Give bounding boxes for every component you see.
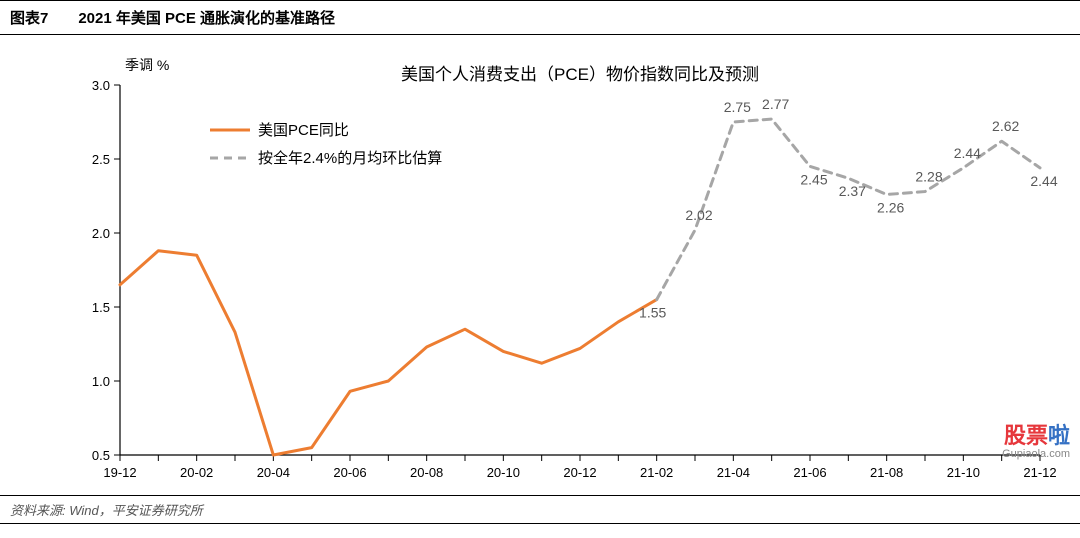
source-text: 资料来源: Wind，平安证券研究所: [10, 503, 203, 518]
svg-text:20-08: 20-08: [410, 465, 443, 480]
watermark: 股票啦 Gupiaola.com: [1002, 425, 1070, 460]
svg-text:美国个人消费支出（PCE）物价指数同比及预测: 美国个人消费支出（PCE）物价指数同比及预测: [401, 65, 759, 84]
svg-text:20-04: 20-04: [257, 465, 290, 480]
svg-text:2.26: 2.26: [877, 200, 904, 216]
svg-text:21-12: 21-12: [1023, 465, 1056, 480]
line-chart: 美国个人消费支出（PCE）物价指数同比及预测 季调 % 0.5 1.0 1.5 2.0 2.…: [0, 35, 1080, 495]
figure-header: 图表7 2021 年美国 PCE 通胀演化的基准路径: [0, 0, 1080, 35]
figure-footer: 资料来源: Wind，平安证券研究所: [0, 495, 1080, 524]
svg-text:1.55: 1.55: [639, 305, 666, 321]
svg-text:21-08: 21-08: [870, 465, 903, 480]
svg-text:2.5: 2.5: [92, 152, 110, 167]
svg-text:20-10: 20-10: [487, 465, 520, 480]
svg-text:1.5: 1.5: [92, 300, 110, 315]
chart-area: 美国个人消费支出（PCE）物价指数同比及预测 季调 % 0.5 1.0 1.5 2.0 2.…: [0, 35, 1080, 495]
svg-text:21-10: 21-10: [947, 465, 980, 480]
svg-text:21-02: 21-02: [640, 465, 673, 480]
svg-text:2.77: 2.77: [762, 96, 789, 112]
svg-text:1.0: 1.0: [92, 374, 110, 389]
svg-text:美国PCE同比: 美国PCE同比: [258, 122, 349, 139]
watermark-logo: 股票啦: [1002, 425, 1070, 447]
svg-text:21-04: 21-04: [717, 465, 750, 480]
svg-text:2.44: 2.44: [1030, 173, 1057, 189]
watermark-url: Gupiaola.com: [1002, 449, 1070, 460]
svg-text:按全年2.4%的月均环比估算: 按全年2.4%的月均环比估算: [258, 149, 442, 167]
svg-text:2.02: 2.02: [685, 207, 712, 223]
svg-text:21-06: 21-06: [793, 465, 826, 480]
figure-number: 图表7: [10, 7, 48, 28]
figure-title: 2021 年美国 PCE 通胀演化的基准路径: [78, 7, 335, 28]
svg-text:2.37: 2.37: [839, 183, 866, 199]
svg-text:2.28: 2.28: [915, 169, 942, 185]
svg-text:19-12: 19-12: [103, 465, 136, 480]
svg-text:20-02: 20-02: [180, 465, 213, 480]
svg-text:2.0: 2.0: [92, 226, 110, 241]
svg-text:20-06: 20-06: [333, 465, 366, 480]
svg-text:2.45: 2.45: [800, 171, 827, 187]
svg-text:2.75: 2.75: [724, 99, 751, 115]
svg-text:2.44: 2.44: [954, 145, 981, 161]
svg-text:0.5: 0.5: [92, 448, 110, 463]
svg-text:季调 %: 季调 %: [125, 57, 169, 73]
svg-text:3.0: 3.0: [92, 78, 110, 93]
svg-text:2.62: 2.62: [992, 118, 1019, 134]
svg-text:20-12: 20-12: [563, 465, 596, 480]
